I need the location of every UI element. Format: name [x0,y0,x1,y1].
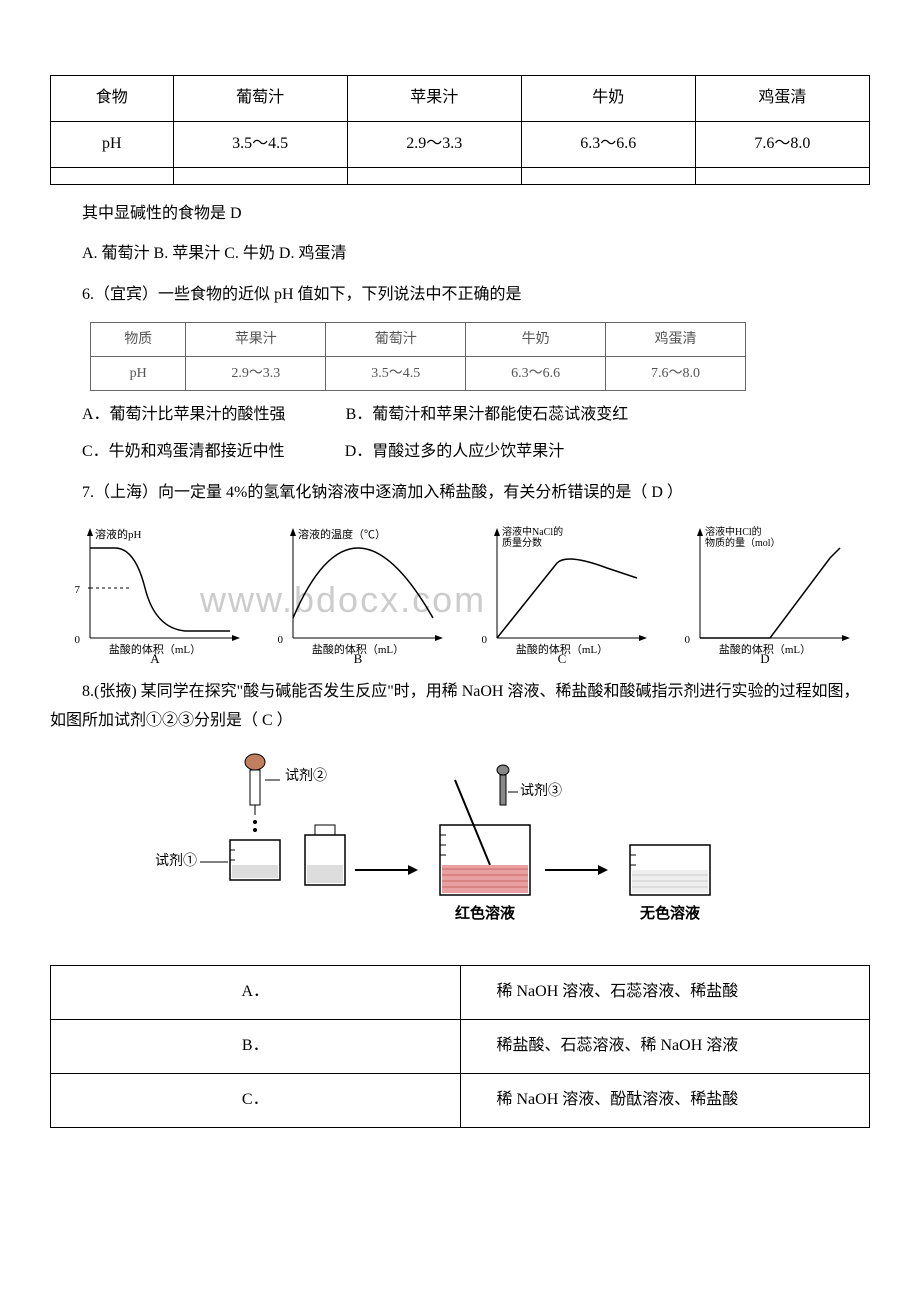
q6-stem: 6.（宜宾）一些食物的近似 pH 值如下，下列说法中不正确的是 [50,281,870,310]
t2-row-label: pH [91,357,186,391]
q8-a-txt: 稀 NaOH 溶液、石蕊溶液、稀盐酸 [460,966,870,1020]
t1-v3: 7.6～8.0 [695,121,869,167]
svg-text:B: B [354,651,363,663]
q8-c-txt: 稀 NaOH 溶液、酚酞溶液、稀盐酸 [460,1073,870,1127]
charts-row: www.bdocx.com 溶液的pH 7 0 盐酸的体积（mL） A 溶液的温… [60,523,860,663]
q8-answer-table: A． 稀 NaOH 溶液、石蕊溶液、稀盐酸 B． 稀盐酸、石蕊溶液、稀 NaOH… [50,965,870,1127]
t2-v1: 3.5～4.5 [326,357,466,391]
q6-opt-d: D．胃酸过多的人应少饮苹果汁 [345,438,565,467]
svg-text:试剂①: 试剂① [155,853,197,869]
chart-a: 溶液的pH 7 0 盐酸的体积（mL） A [60,523,250,663]
svg-text:0: 0 [481,634,487,646]
t2-h2: 葡萄汁 [326,322,466,356]
q8-a-opt: A． [51,966,461,1020]
t2-h0: 物质 [91,322,186,356]
q6-opt-b: B．葡萄汁和苹果汁都能使石蕊试液变红 [346,401,629,430]
svg-text:0: 0 [684,634,690,646]
svg-text:C: C [557,651,566,663]
q8-b-txt: 稀盐酸、石蕊溶液、稀 NaOH 溶液 [460,1020,870,1074]
svg-text:7: 7 [75,584,81,596]
t2-h1: 苹果汁 [186,322,326,356]
q8-b-opt: B． [51,1020,461,1074]
q8-stem: 8.(张掖) 某同学在探究"酸与碱能否发生反应"时，用稀 NaOH 溶液、稀盐酸… [50,678,870,736]
ph-table-2: 物质 苹果汁 葡萄汁 牛奶 鸡蛋清 pH 2.9～3.3 3.5～4.5 6.3… [90,322,746,391]
q6-opt-c: C．牛奶和鸡蛋清都接近中性 [82,438,285,467]
svg-text:无色溶液: 无色溶液 [639,904,701,922]
t1-h3: 牛奶 [521,76,695,122]
t1-row-label: pH [51,121,174,167]
svg-text:溶液的温度（℃）: 溶液的温度（℃） [298,527,386,541]
t2-h3: 牛奶 [466,322,606,356]
svg-text:红色溶液: 红色溶液 [455,904,516,922]
chart-b: 溶液的温度（℃） 0 盐酸的体积（mL） B [263,523,453,663]
t2-v3: 7.6～8.0 [606,357,746,391]
q8-c-opt: C． [51,1073,461,1127]
t1-v0: 3.5～4.5 [173,121,347,167]
q5-options: A. 葡萄汁 B. 苹果汁 C. 牛奶 D. 鸡蛋清 [50,240,870,269]
svg-text:物质的量（mol）: 物质的量（mol） [705,536,781,549]
t1-h0: 食物 [51,76,174,122]
t1-h1: 葡萄汁 [173,76,347,122]
experiment-diagram: 试剂② 试剂① 试剂③ 红色溶液 [70,750,850,950]
t1-v2: 6.3～6.6 [521,121,695,167]
svg-text:试剂③: 试剂③ [520,783,562,799]
ph-table-1: 食物 葡萄汁 苹果汁 牛奶 鸡蛋清 pH 3.5～4.5 2.9～3.3 6.3… [50,75,870,185]
q6-opt-a: A．葡萄汁比苹果汁的酸性强 [82,401,286,430]
svg-text:溶液中NaCl的: 溶液中NaCl的 [502,525,563,538]
svg-text:0: 0 [75,634,81,646]
t1-v1: 2.9～3.3 [347,121,521,167]
t1-h2: 苹果汁 [347,76,521,122]
t2-h4: 鸡蛋清 [606,322,746,356]
svg-text:质量分数: 质量分数 [502,536,542,549]
svg-text:0: 0 [278,634,284,646]
q7-stem: 7.（上海）向一定量 4%的氢氧化钠溶液中逐滴加入稀盐酸，有关分析错误的是（ D… [50,479,870,508]
svg-text:试剂②: 试剂② [285,768,327,784]
q5-text: 其中显碱性的食物是 D [50,200,870,229]
chart-d: 溶液中HCl的 物质的量（mol） 0 盐酸的体积（mL） D [670,523,860,663]
t2-v0: 2.9～3.3 [186,357,326,391]
chart-c: 溶液中NaCl的 质量分数 0 盐酸的体积（mL） C [467,523,657,663]
t2-v2: 6.3～6.6 [466,357,606,391]
svg-text:D: D [760,651,769,663]
svg-text:溶液中HCl的: 溶液中HCl的 [705,525,762,538]
svg-text:A: A [150,651,160,663]
svg-text:溶液的pH: 溶液的pH [95,527,141,541]
t1-h4: 鸡蛋清 [695,76,869,122]
